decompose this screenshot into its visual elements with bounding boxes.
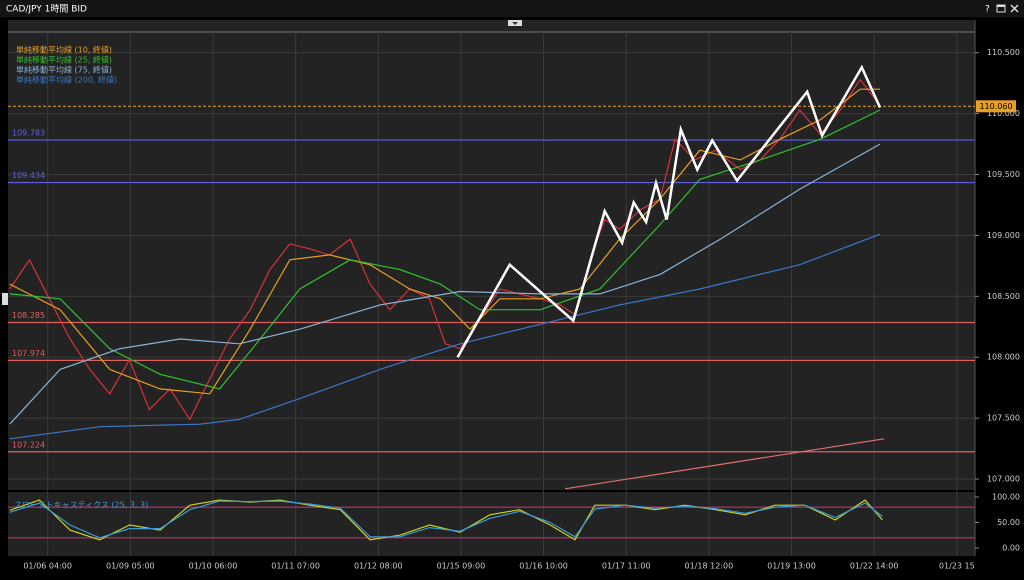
- y-tick-label: 108.000: [987, 353, 1020, 362]
- y-tick-label: 109.000: [987, 231, 1020, 240]
- series-line: [9, 143, 881, 425]
- side-handle[interactable]: [2, 293, 8, 305]
- x-tick-label: 01/16 10:00: [519, 562, 568, 571]
- x-tick-label: 01/10 06:00: [189, 562, 238, 571]
- series-line: [9, 109, 881, 390]
- y-tick-label: 109.500: [987, 170, 1020, 179]
- help-button[interactable]: ?: [985, 5, 990, 15]
- series-line: [9, 500, 883, 539]
- window-title: CAD/JPY 1時間 BID: [6, 4, 87, 15]
- maximize-icon: [997, 5, 1005, 7]
- y-tick-label: 100.00: [992, 492, 1020, 501]
- y-tick-label: 107.500: [987, 414, 1020, 423]
- x-tick-label: 01/11 07:00: [271, 562, 320, 571]
- title-bar: [0, 0, 1024, 17]
- legend-entry: 単純移動平均線 (75, 終値): [16, 65, 112, 75]
- series-line: [456, 64, 882, 358]
- x-tick-label: 01/22 14:00: [850, 562, 899, 571]
- level-label: 107.974: [12, 349, 45, 358]
- legend-entry: 単純移動平均線 (200, 終値): [16, 75, 117, 85]
- x-tick-label: 01/06 04:00: [23, 562, 72, 571]
- level-label: 107.224: [12, 440, 45, 449]
- series-line: [565, 438, 885, 490]
- legend-entry: 単純移動平均線 (10, 終値): [16, 45, 112, 55]
- y-tick-label: 110.500: [987, 48, 1020, 57]
- x-tick-label: 01/18 12:00: [685, 562, 734, 571]
- x-tick-label: 01/12 08:00: [354, 562, 403, 571]
- y-tick-label: 50.00: [997, 518, 1020, 527]
- x-tick-label: 01/15 09:00: [437, 562, 486, 571]
- y-tick-label: 110.000: [987, 109, 1020, 118]
- x-tick-label: 01/23 15: [939, 562, 975, 571]
- indicator-title: スローストキャスティクス (25, 3, 3): [14, 501, 148, 510]
- level-label: 109.434: [12, 171, 45, 180]
- main-plot: [8, 20, 975, 490]
- stochastic-plot: [8, 492, 975, 556]
- close-button[interactable]: [1010, 4, 1019, 13]
- y-tick-label: 108.500: [987, 292, 1020, 301]
- collapse-arrow: [512, 22, 518, 25]
- x-tick-label: 01/17 11:00: [602, 562, 651, 571]
- series-line: [9, 88, 880, 395]
- current-price-box: [976, 100, 1016, 113]
- level-label: 109.783: [12, 129, 45, 138]
- y-tick-label: 0.00: [1002, 543, 1020, 552]
- legend-entry: 単純移動平均線 (25, 終値): [16, 55, 112, 65]
- series-line: [9, 499, 883, 541]
- y-tick-label: 107.000: [987, 475, 1020, 484]
- x-tick-label: 01/19 13:00: [767, 562, 816, 571]
- current-price-label: 110.060: [979, 102, 1012, 111]
- series-line: [9, 233, 881, 440]
- x-tick-label: 01/09 05:00: [106, 562, 155, 571]
- level-label: 108.285: [12, 311, 45, 320]
